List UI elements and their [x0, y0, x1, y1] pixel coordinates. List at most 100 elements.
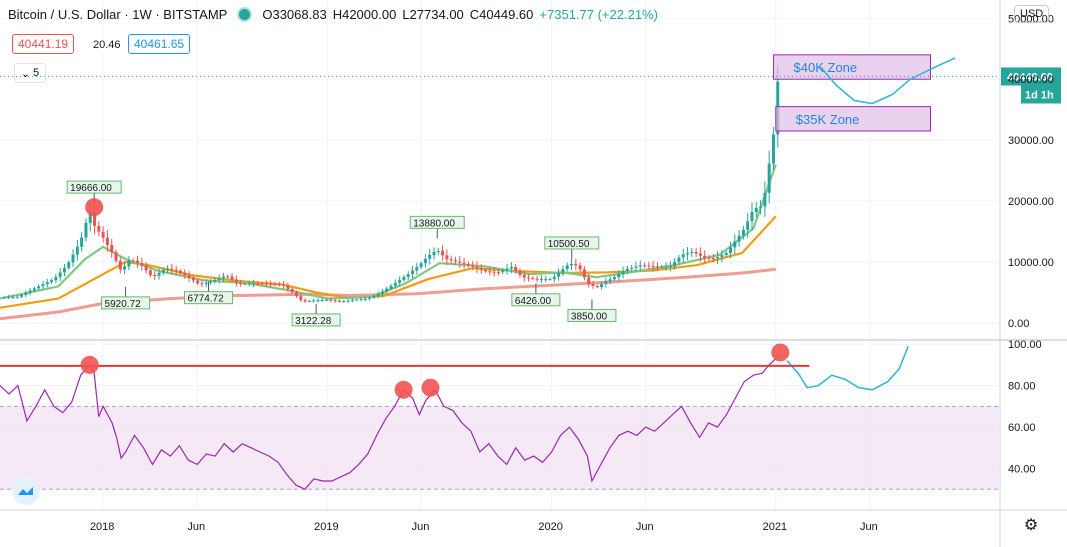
callout-label: 5920.72 [105, 299, 142, 310]
candle-body [591, 283, 595, 286]
candle-body [196, 280, 200, 284]
candle-body [496, 272, 500, 274]
time-axis-label: 2020 [538, 521, 562, 533]
candle-body [466, 263, 470, 265]
candle-body [630, 267, 634, 269]
candle-body [655, 266, 659, 268]
currency-button[interactable]: USD [1014, 5, 1050, 23]
candle-body [548, 279, 552, 281]
price-axis-label: 0.00 [1008, 318, 1029, 330]
candle-body [436, 250, 440, 253]
candle-body [673, 261, 677, 267]
callout-label: 19666.00 [70, 183, 112, 194]
candle-body [376, 293, 380, 296]
candle-body [256, 283, 260, 285]
price-axis-label: 30000.00 [1008, 135, 1054, 147]
rsi-axis-label: 40.00 [1008, 464, 1036, 476]
candle-body [716, 257, 720, 259]
rsi-axis-label: 80.00 [1008, 381, 1036, 393]
candle-body [514, 267, 518, 271]
tradingview-logo-icon[interactable] [12, 477, 40, 505]
candle-body [58, 272, 62, 277]
callout-box [544, 236, 600, 250]
candle-body [441, 250, 445, 256]
candle-body [432, 252, 436, 255]
candle-body [595, 285, 599, 288]
candle-body [694, 251, 698, 254]
candle-body [479, 268, 483, 270]
callout-box [66, 180, 122, 194]
current-price-badge [1001, 67, 1061, 86]
candle-body [664, 266, 668, 268]
chart-header: Bitcoin / U.S. Dollar · 1W · BITSTAMP O3… [8, 7, 658, 22]
gear-icon[interactable]: ⚙ [1023, 517, 1039, 534]
candle-body [582, 269, 586, 278]
candle-body [428, 254, 432, 259]
callout-box [291, 313, 341, 327]
symbol-title[interactable]: Bitcoin / U.S. Dollar · 1W · BITSTAMP [8, 7, 228, 22]
indicators-toggle[interactable]: ⌄ 5 [14, 63, 46, 83]
time-axis-label: Jun [187, 521, 205, 533]
candle-body [41, 284, 45, 287]
candle-body [114, 252, 118, 261]
rsi-peak-marker [394, 380, 413, 399]
candle-body [587, 277, 591, 284]
time-axis-label: 2019 [314, 521, 338, 533]
candle-body [539, 279, 543, 281]
candle-body [123, 266, 127, 270]
candle-body [733, 241, 737, 248]
candle-body [604, 281, 608, 285]
candle-body [359, 299, 363, 301]
candle-body [759, 206, 763, 209]
countdown-label: 1d 1h [1025, 89, 1054, 101]
candle-body [746, 221, 750, 230]
candle-body [453, 260, 457, 262]
candle-body [221, 276, 225, 279]
candle-body [411, 270, 415, 275]
rsi-band [0, 406, 1000, 490]
candle-body [363, 298, 367, 300]
candle-body [660, 266, 664, 268]
candle-body [535, 278, 539, 280]
candle-body [183, 272, 187, 276]
callout-label: 6426.00 [515, 296, 552, 307]
candle-body [45, 282, 49, 285]
candle-body [62, 267, 66, 273]
candle-body [50, 280, 54, 283]
callout-label: 13880.00 [413, 218, 455, 229]
candle-body [634, 266, 638, 268]
candle-body [140, 263, 144, 266]
candle-body [724, 252, 728, 256]
rsi-peak-marker [421, 378, 440, 397]
candle-body [703, 255, 707, 258]
rsi-peak-marker [771, 343, 790, 362]
candle-body [612, 277, 616, 280]
current-price-label: 40449.60 [1007, 71, 1053, 83]
candle-body [668, 266, 672, 268]
buy-price-button[interactable]: 40461.65 [128, 34, 191, 54]
candle-body [608, 279, 612, 282]
candle-body [200, 283, 204, 285]
sell-price-button[interactable]: 40441.19 [12, 34, 75, 54]
candle-body [277, 284, 281, 286]
candle-body [93, 212, 97, 226]
candle-body [754, 208, 758, 212]
candle-body [153, 274, 157, 276]
candle-body [729, 247, 733, 253]
spread-value: 20.46 [88, 37, 126, 53]
candle-body [621, 271, 625, 275]
candle-body [24, 292, 28, 295]
candle-body [191, 277, 195, 281]
price-change: +7351.77 (+22.21%) [539, 7, 658, 22]
candle-body [617, 274, 621, 278]
candle-body [509, 267, 513, 269]
candle-body [32, 288, 36, 291]
candle-body [7, 297, 11, 299]
candle-body [445, 255, 449, 260]
candle-body [204, 282, 208, 284]
candle-body [767, 163, 771, 193]
candle-body [355, 299, 359, 301]
countdown-badge [1021, 85, 1061, 104]
candle-body [741, 229, 745, 236]
